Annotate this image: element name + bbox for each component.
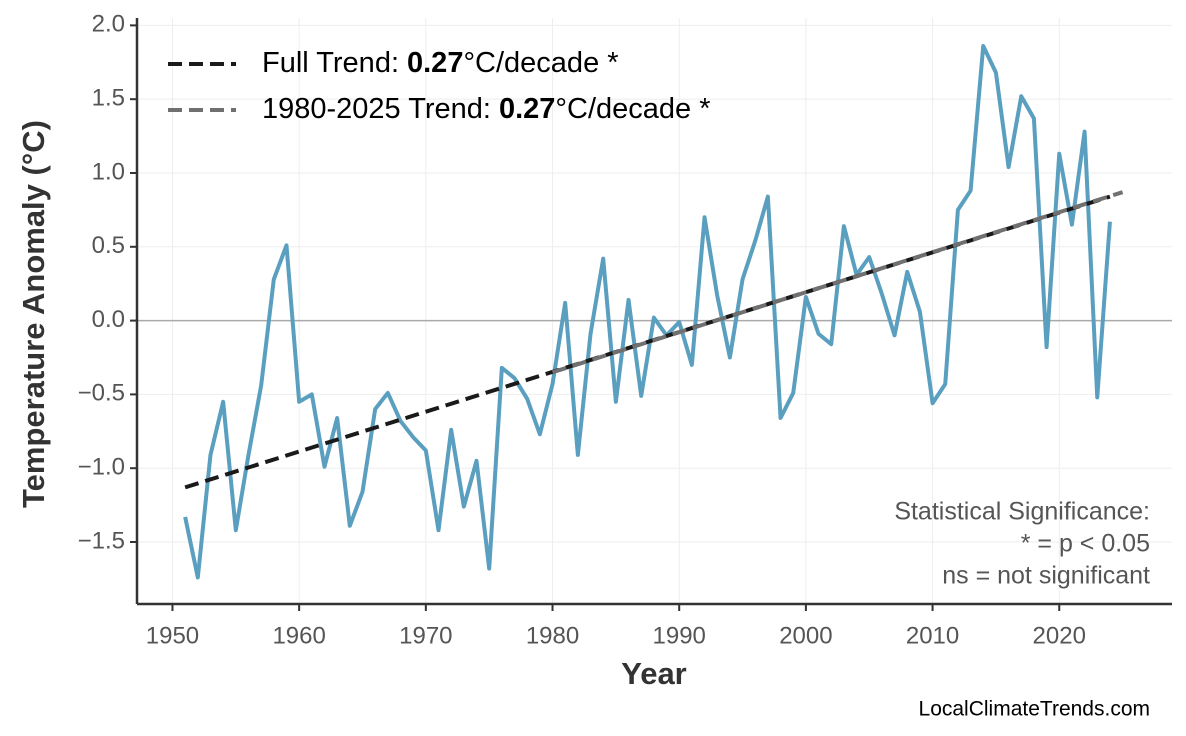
x-axis-label: Year — [621, 656, 687, 691]
y-tick-label: 0.0 — [92, 306, 125, 333]
x-tick-label: 1970 — [399, 622, 452, 649]
legend-label: 1980-2025 Trend: 0.27°C/decade * — [262, 93, 711, 125]
annotation: Statistical Significance: — [894, 498, 1150, 526]
y-tick-label: 2.0 — [92, 11, 125, 38]
legend-label-part: Full Trend: — [262, 47, 399, 79]
y-tick-label: 1.5 — [92, 85, 125, 112]
x-tick-label: 2010 — [906, 622, 959, 649]
data-line — [183, 44, 1112, 580]
trend-line — [551, 190, 1124, 375]
legend-label-part: 0.27 — [407, 47, 463, 79]
x-tick-label: 2000 — [779, 622, 832, 649]
x-tick-label: 1980 — [526, 622, 579, 649]
y-tick-label: −1.0 — [78, 454, 125, 481]
y-tick-label: 0.5 — [92, 232, 125, 259]
x-tick-label: 1960 — [272, 622, 325, 649]
legend-label-part: 0.27 — [499, 93, 555, 125]
annotation: ns = not significant — [942, 562, 1150, 590]
x-tick-label: 2020 — [1033, 622, 1086, 649]
y-tick-label: 1.0 — [92, 158, 125, 185]
y-tick-label: −0.5 — [78, 380, 125, 407]
legend-label-part: °C/decade * — [463, 47, 618, 79]
y-tick-label: −1.5 — [78, 527, 125, 554]
x-tick-label: 1950 — [146, 622, 199, 649]
legend-label: Full Trend: 0.27°C/decade * — [262, 47, 619, 79]
x-tick-label: 1990 — [653, 622, 706, 649]
trend-line — [184, 194, 1111, 490]
source-credit: LocalClimateTrends.com — [919, 698, 1150, 721]
legend-label-part: 1980-2025 Trend: — [262, 93, 491, 125]
y-axis-label: Temperature Anomaly (°C) — [16, 120, 51, 508]
legend-label-part: °C/decade * — [555, 93, 710, 125]
annotation: * = p < 0.05 — [1021, 530, 1150, 558]
